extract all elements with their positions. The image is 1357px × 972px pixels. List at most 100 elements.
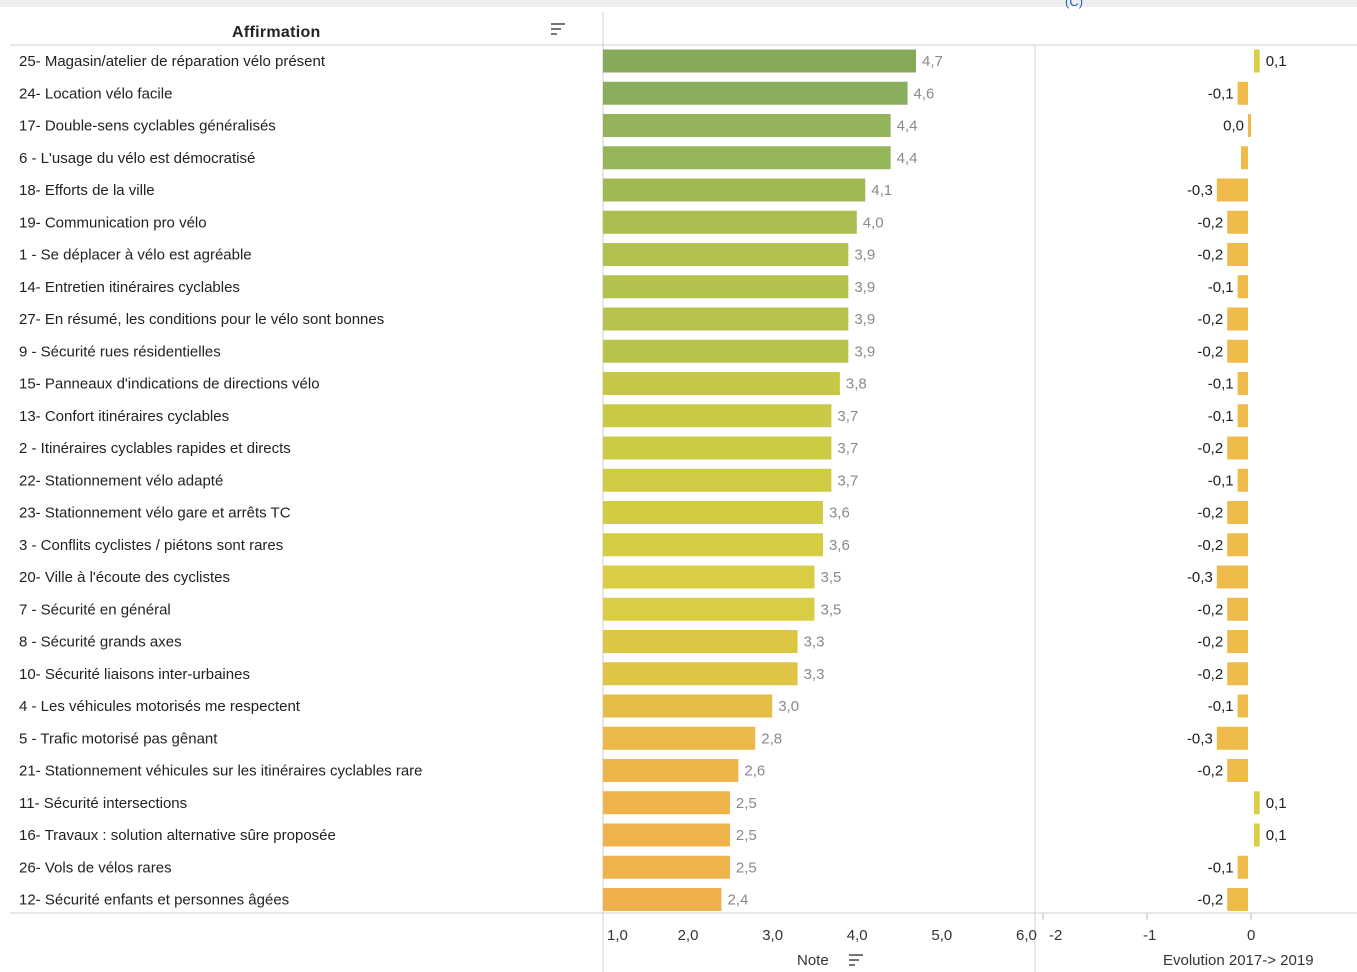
note-bar[interactable]	[603, 759, 739, 782]
note-value-label: 3,6	[829, 505, 850, 522]
evolution-value-label: -0,2	[1197, 214, 1223, 231]
note-bar[interactable]	[603, 726, 756, 750]
evolution-bar[interactable]	[1227, 533, 1248, 557]
category-label[interactable]: 18- Efforts de la ville	[19, 182, 155, 199]
evolution-bar[interactable]	[1216, 726, 1248, 750]
category-label[interactable]: 13- Confort itinéraires cyclables	[19, 408, 229, 425]
category-label[interactable]: 7 - Sécurité en général	[19, 601, 171, 618]
evolution-value-label: 0,1	[1266, 827, 1287, 844]
category-label[interactable]: 11- Sécurité intersections	[19, 795, 187, 812]
category-label[interactable]: 2 - Itinéraires cyclables rapides et dir…	[19, 440, 291, 457]
note-axis-ticks: 1,0 2,0 3,0 4,0 5,0 6,0	[607, 927, 1037, 944]
evolution-value-label: -0,2	[1197, 247, 1223, 264]
note-bar[interactable]	[603, 146, 891, 170]
evolution-bar[interactable]	[1227, 662, 1248, 686]
evolution-bar[interactable]	[1227, 243, 1248, 266]
category-label[interactable]: 19- Communication pro vélo	[19, 214, 207, 231]
note-bar[interactable]	[603, 243, 849, 266]
sort-icon[interactable]	[551, 22, 565, 36]
category-label[interactable]: 12- Sécurité enfants et personnes âgées	[19, 892, 289, 909]
note-bar[interactable]	[603, 404, 832, 428]
category-label[interactable]: 1 - Se déplacer à vélo est agréable	[19, 247, 252, 264]
category-label[interactable]: 27- En résumé, les conditions pour le vé…	[19, 311, 384, 328]
note-bar[interactable]	[603, 533, 823, 557]
evolution-tick-label: -2	[1049, 927, 1062, 944]
evolution-bar[interactable]	[1248, 114, 1251, 137]
evolution-value-label: -0,2	[1197, 311, 1223, 328]
evolution-bar[interactable]	[1227, 597, 1248, 621]
note-tick-label: 3,0	[762, 927, 783, 944]
note-bar[interactable]	[603, 662, 798, 686]
note-tick-label: 5,0	[931, 927, 952, 944]
sort-icon[interactable]	[849, 953, 863, 967]
note-bar[interactable]	[603, 888, 722, 911]
note-bar[interactable]	[603, 339, 849, 363]
category-label[interactable]: 26- Vols de vélos rares	[19, 859, 172, 876]
evolution-bar[interactable]	[1216, 565, 1248, 589]
evolution-bar[interactable]	[1237, 372, 1248, 395]
note-bar[interactable]	[603, 823, 730, 847]
note-bar[interactable]	[603, 501, 823, 524]
note-bar[interactable]	[603, 307, 849, 331]
note-bar[interactable]	[603, 372, 840, 395]
category-label[interactable]: 14- Entretien itinéraires cyclables	[19, 279, 240, 296]
category-label[interactable]: 21- Stationnement véhicules sur les itin…	[19, 763, 423, 780]
evolution-bar[interactable]	[1227, 630, 1248, 653]
evolution-bar[interactable]	[1227, 307, 1248, 331]
note-bar[interactable]	[603, 855, 730, 879]
note-bar[interactable]	[603, 597, 815, 621]
category-label[interactable]: 6 - L'usage du vélo est démocratisé	[19, 150, 255, 167]
category-label[interactable]: 23- Stationnement vélo gare et arrêts TC	[19, 505, 291, 522]
evolution-bar[interactable]	[1227, 436, 1248, 460]
evolution-bar[interactable]	[1237, 404, 1248, 428]
category-label[interactable]: 15- Panneaux d'indications de directions…	[19, 376, 320, 393]
evolution-bar[interactable]	[1237, 855, 1248, 879]
note-bar[interactable]	[603, 49, 917, 73]
category-label[interactable]: 10- Sécurité liaisons inter-urbaines	[19, 666, 250, 683]
evolution-bar[interactable]	[1237, 468, 1248, 492]
note-bar[interactable]	[603, 114, 891, 137]
note-value-label: 4,1	[871, 182, 892, 199]
affirmation-column-header[interactable]: Affirmation	[232, 24, 321, 41]
note-value-label: 2,8	[761, 730, 782, 747]
evolution-bar[interactable]	[1254, 823, 1260, 847]
evolution-bar[interactable]	[1241, 146, 1248, 170]
note-bar[interactable]	[603, 694, 773, 718]
note-bar[interactable]	[603, 81, 908, 105]
evolution-bar[interactable]	[1237, 275, 1248, 299]
category-label[interactable]: 20- Ville à l'écoute des cyclistes	[19, 569, 230, 586]
category-label[interactable]: 25- Magasin/atelier de réparation vélo p…	[19, 53, 326, 70]
note-bar[interactable]	[603, 436, 832, 460]
note-value-label: 3,5	[821, 601, 842, 618]
note-value-label: 4,4	[897, 118, 918, 135]
note-bar[interactable]	[603, 275, 849, 299]
evolution-bar[interactable]	[1227, 210, 1248, 234]
evolution-bar[interactable]	[1237, 81, 1248, 105]
category-label[interactable]: 3 - Conflits cyclistes / piétons sont ra…	[19, 537, 283, 554]
category-label[interactable]: 8 - Sécurité grands axes	[19, 634, 182, 651]
evolution-bar[interactable]	[1227, 501, 1248, 524]
evolution-bar[interactable]	[1216, 178, 1248, 202]
category-label[interactable]: 17- Double-sens cyclables généralisés	[19, 118, 276, 135]
evolution-bar[interactable]	[1227, 888, 1248, 911]
note-bar[interactable]	[603, 178, 866, 202]
note-bar[interactable]	[603, 565, 815, 589]
evolution-bar[interactable]	[1254, 49, 1260, 73]
note-bars: 4,7 4,6 4,4 4,4 4,1 4,0 3,9 3,9 3,9 3,9 3,8 3,7 3,7 3…	[603, 49, 943, 911]
category-label[interactable]: 9 - Sécurité rues résidentielles	[19, 343, 221, 360]
note-bar[interactable]	[603, 468, 832, 492]
category-label[interactable]: 22- Stationnement vélo adapté	[19, 472, 223, 489]
evolution-value-label: -0,2	[1197, 763, 1223, 780]
note-bar[interactable]	[603, 791, 730, 815]
category-label[interactable]: 16- Travaux : solution alternative sûre …	[19, 827, 336, 844]
evolution-tick-label: -1	[1143, 927, 1156, 944]
evolution-bar[interactable]	[1227, 759, 1248, 782]
category-label[interactable]: 5 - Trafic motorisé pas gênant	[19, 730, 218, 747]
evolution-bar[interactable]	[1237, 694, 1248, 718]
evolution-bar[interactable]	[1227, 339, 1248, 363]
note-bar[interactable]	[603, 210, 857, 234]
category-label[interactable]: 4 - Les véhicules motorisés me respecten…	[19, 698, 301, 715]
note-bar[interactable]	[603, 630, 798, 653]
evolution-bar[interactable]	[1254, 791, 1260, 815]
category-label[interactable]: 24- Location vélo facile	[19, 85, 172, 102]
